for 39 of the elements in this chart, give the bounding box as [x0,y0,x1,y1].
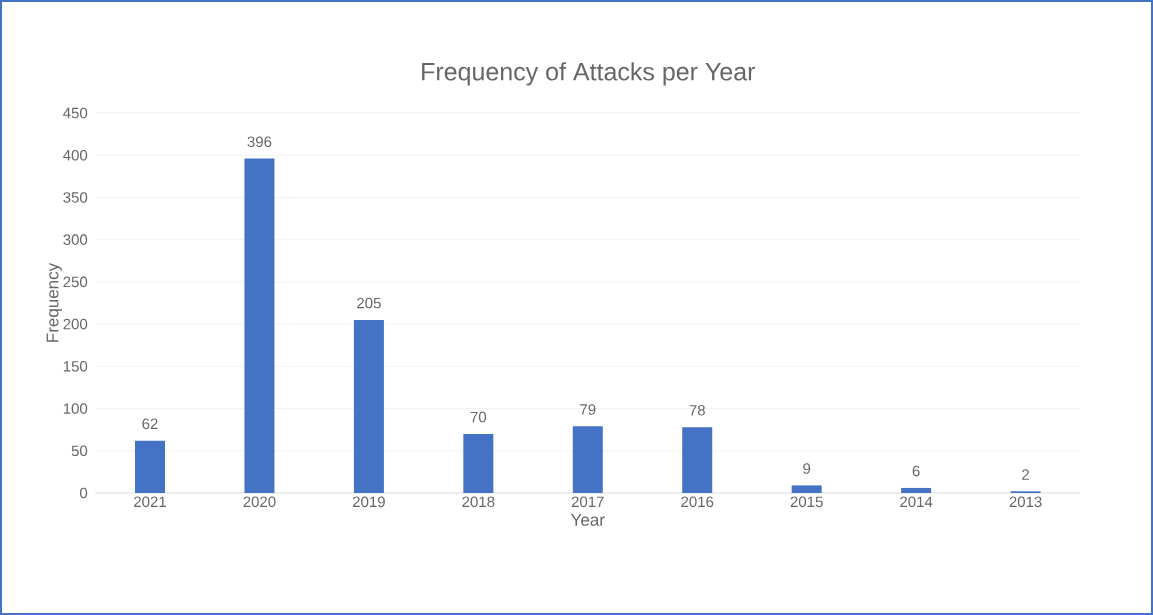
x-tick-label: 2018 [462,496,495,508]
bar [244,158,275,493]
x-tick-label: 2016 [681,496,714,508]
bar [682,427,713,493]
x-tick-label: 2019 [352,496,385,508]
x-tick-label: 2021 [134,496,166,508]
bar [135,440,165,493]
x-tick-label: 2020 [243,496,276,508]
x-axis-title: Year [570,513,605,526]
y-tick-label: 300 [63,234,88,245]
bar [901,487,932,493]
x-tick-label: 2013 [1009,496,1042,508]
data-label: 70 [470,411,487,423]
bar [463,433,494,493]
data-label: 2 [1022,469,1029,480]
data-label: 79 [580,404,596,415]
y-axis-title: Frequency [46,262,62,342]
y-tick-label: 100 [63,403,88,414]
y-tick-label: 50 [71,445,88,457]
bar [791,485,822,493]
y-tick-label: 450 [63,107,88,119]
bar [353,319,384,493]
y-tick-label: 150 [63,361,88,372]
data-label: 78 [689,405,705,416]
y-tick-label: 350 [63,192,88,203]
y-tick-label: 200 [63,318,88,330]
x-tick-label: 2014 [900,496,933,508]
x-tick-label: 2015 [790,496,823,508]
y-tick-label: 250 [63,276,88,288]
y-tick-label: 400 [63,149,88,161]
data-label: 6 [912,465,920,477]
chart-title: Frequency of Attacks per Year [422,62,756,86]
data-label: 9 [803,463,811,474]
data-label: 396 [247,136,272,148]
x-tick-label: 2017 [571,496,604,508]
bar [572,426,603,493]
data-label: 205 [357,297,381,309]
data-label: 62 [142,418,158,430]
y-tick-label: 0 [80,487,88,499]
